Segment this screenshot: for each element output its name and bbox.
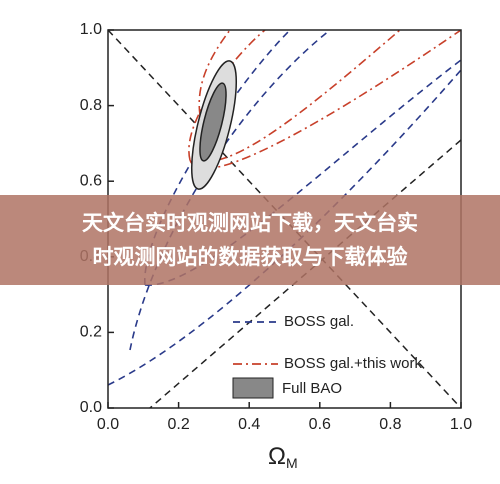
x-tick-label: 0.6 — [309, 416, 331, 433]
legend-swatch — [232, 377, 274, 399]
legend-label: BOSS gal. — [284, 313, 354, 330]
axes: 0.00.20.40.60.81.00.00.20.40.60.81.0 — [80, 21, 472, 433]
legend: BOSS gal. BOSS gal.+this work Full BAO — [232, 313, 422, 399]
legend-label: BOSS gal.+this work — [284, 355, 422, 372]
x-axis-label-sub: M — [286, 455, 298, 471]
y-tick-label: 0.0 — [80, 399, 102, 416]
overlay-text: 时观测网站的数据获取与下载体验 — [93, 245, 408, 269]
x-tick-label: 0.0 — [97, 416, 119, 433]
y-tick-label: 0.6 — [80, 172, 102, 189]
y-tick-label: 1.0 — [80, 21, 102, 38]
overlay-text: 天文台实时观测网站下载，天文台实 — [82, 211, 418, 235]
legend-label: Full BAO — [282, 380, 342, 397]
x-axis-label: ΩM — [268, 443, 298, 470]
combined-contour — [198, 30, 231, 116]
x-tick-label: 0.8 — [379, 416, 401, 433]
combined-contour — [217, 30, 401, 161]
y-tick-label: 0.8 — [80, 97, 102, 114]
x-tick-label: 1.0 — [450, 416, 472, 433]
overlay-banner — [0, 195, 500, 285]
y-tick-label: 0.2 — [80, 324, 102, 341]
x-axis-label-main: Ω — [268, 443, 286, 470]
bao-contour-inner — [199, 82, 227, 162]
x-tick-label: 0.4 — [238, 416, 260, 433]
x-tick-label: 0.2 — [167, 416, 189, 433]
